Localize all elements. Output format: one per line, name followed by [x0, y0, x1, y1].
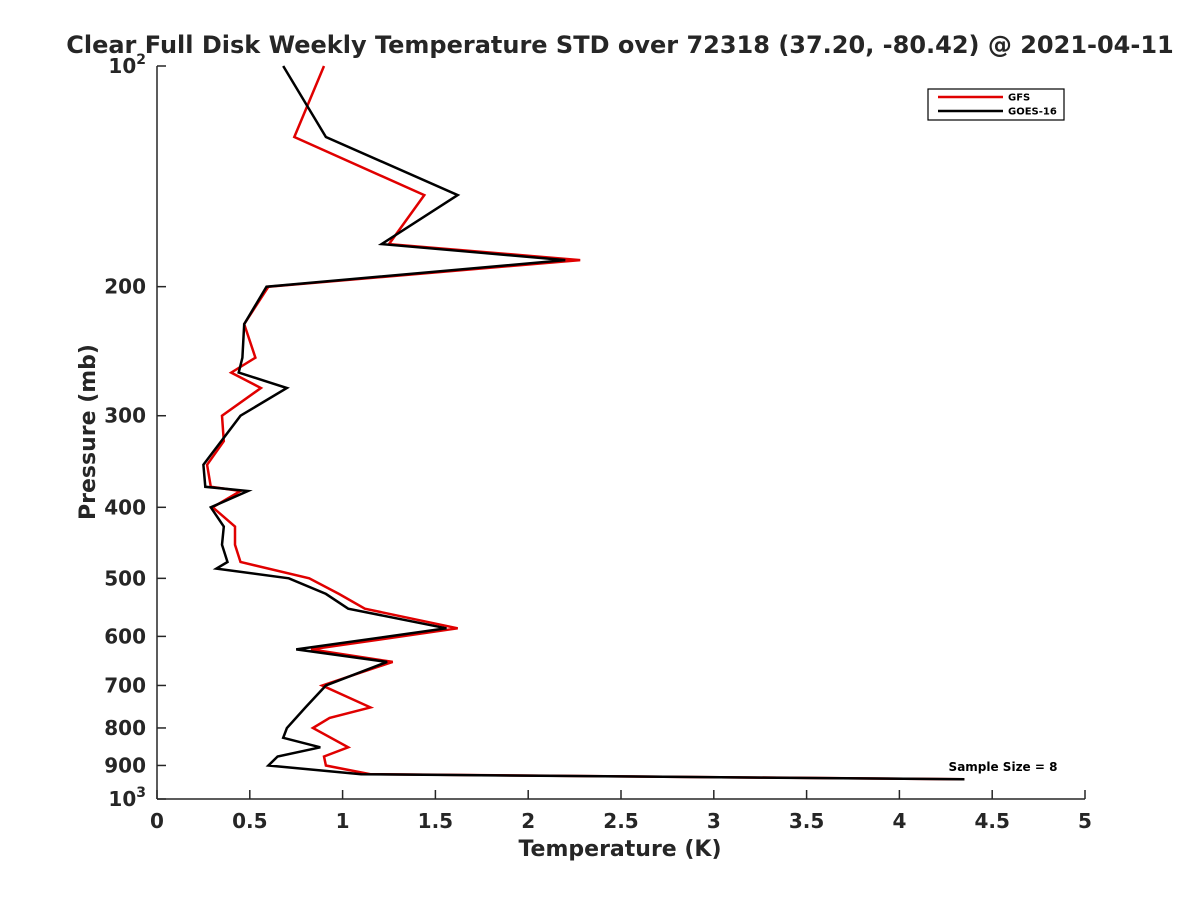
x-tick-label: 1 [336, 809, 350, 833]
y-tick-label-base: 10 [108, 54, 136, 78]
y-axis-label: Pressure (mb) [76, 344, 101, 520]
y-tick-label-exponent: 2 [136, 52, 146, 68]
y-tick-label: 200 [104, 275, 146, 299]
x-tick-label: 2.5 [603, 809, 638, 833]
y-tick-label: 400 [104, 495, 146, 519]
x-tick-label: 0.5 [232, 809, 267, 833]
x-tick-label: 2 [521, 809, 535, 833]
x-tick-label: 4.5 [974, 809, 1009, 833]
x-tick-label: 4 [892, 809, 906, 833]
y-tick-label-exponent: 3 [136, 785, 146, 801]
y-tick-label: 700 [104, 673, 146, 697]
series-line-gfs [205, 65, 965, 781]
legend-label-gfs: GFS [1008, 93, 1030, 104]
y-tick-label: 900 [104, 753, 146, 777]
series-line-goes-16 [202, 65, 965, 781]
y-tick-label: 800 [104, 716, 146, 740]
sample-size-annotation: Sample Size = 8 [949, 760, 1058, 774]
x-tick-label: 1.5 [418, 809, 453, 833]
x-tick-label: 5 [1078, 809, 1092, 833]
axes: 0 0.5 1 1.5 2 2.5 3 3.5 4 4.5 51022003004005006007… [104, 52, 1092, 833]
series-layer [202, 65, 965, 781]
legend-label-goes-16: GOES-16 [1008, 107, 1057, 118]
y-tick-label: 300 [104, 404, 146, 428]
x-axis-label: Temperature (K) [518, 837, 721, 862]
y-tick-label: 103 [108, 785, 146, 811]
legend: GFS GOES-16 [927, 88, 1065, 121]
y-tick-label: 500 [104, 566, 146, 590]
x-tick-label: 3.5 [789, 809, 824, 833]
y-tick-label-base: 10 [108, 787, 136, 811]
y-tick-label: 102 [108, 52, 146, 78]
y-tick-label: 600 [104, 624, 146, 648]
legend-box [927, 88, 1065, 121]
x-tick-label: 3 [707, 809, 721, 833]
chart-title: Clear Full Disk Weekly Temperature STD o… [66, 31, 1174, 59]
x-tick-label: 0 [150, 809, 164, 833]
